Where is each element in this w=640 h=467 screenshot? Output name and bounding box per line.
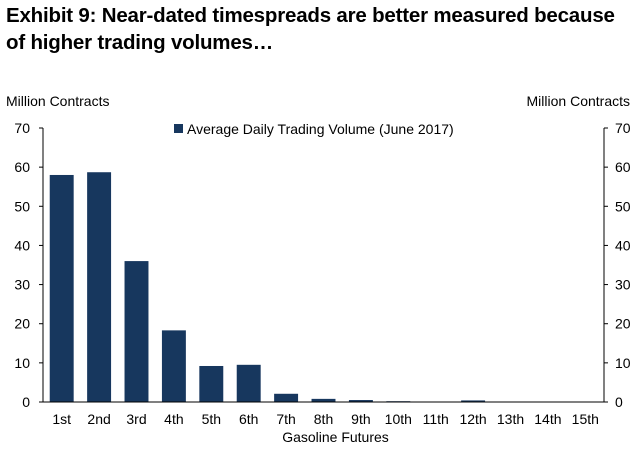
x-tick-label: 15th bbox=[572, 411, 599, 427]
bar bbox=[161, 330, 186, 402]
left-y-tick-label: 20 bbox=[14, 316, 30, 332]
left-y-tick-label: 10 bbox=[14, 355, 30, 371]
right-y-tick-label: 20 bbox=[615, 316, 631, 332]
left-y-tick-label: 40 bbox=[14, 237, 30, 253]
x-tick-label: 10th bbox=[385, 411, 412, 427]
bar bbox=[311, 398, 336, 402]
left-y-tick-label: 30 bbox=[14, 277, 30, 293]
x-tick-label: 6th bbox=[239, 411, 258, 427]
bar bbox=[236, 364, 261, 402]
x-axis: 1st 2nd 3rd 4th 5th 6th 7th 8th 9th 10th 11th 12th 1… bbox=[52, 411, 599, 427]
left-y-tick-label: 50 bbox=[14, 198, 30, 214]
legend-label: Average Daily Trading Volume (June 2017) bbox=[187, 121, 454, 137]
right-y-tick-label: 60 bbox=[615, 159, 631, 175]
x-axis-title: Gasoline Futures bbox=[282, 429, 389, 445]
x-tick-label: 11th bbox=[423, 411, 449, 427]
right-axis-unit-label: Million Contracts bbox=[526, 93, 630, 109]
x-tick-label: 1st bbox=[52, 411, 71, 427]
bar bbox=[87, 172, 112, 402]
x-tick-label: 9th bbox=[351, 411, 370, 427]
bar bbox=[124, 261, 149, 402]
left-y-tick-label: 0 bbox=[22, 394, 30, 410]
right-y-tick-label: 30 bbox=[615, 277, 631, 293]
x-tick-label: 8th bbox=[314, 411, 333, 427]
x-tick-label: 5th bbox=[202, 411, 221, 427]
right-y-tick-label: 40 bbox=[615, 237, 631, 253]
bar bbox=[274, 393, 299, 402]
x-tick-label: 12th bbox=[459, 411, 486, 427]
bar bbox=[461, 400, 486, 402]
bar bbox=[199, 365, 224, 402]
bar bbox=[348, 400, 373, 402]
left-axis-unit-label: Million Contracts bbox=[6, 93, 110, 109]
right-y-tick-label: 10 bbox=[615, 355, 631, 371]
x-tick-label: 7th bbox=[276, 411, 295, 427]
bar-series bbox=[49, 172, 598, 402]
chart-title: Exhibit 9: Near-dated timespreads are be… bbox=[6, 4, 615, 54]
right-y-tick-label: 0 bbox=[615, 394, 623, 410]
right-y-tick-label: 70 bbox=[615, 120, 631, 136]
left-y-axis: 0 10 20 30 40 50 60 70 bbox=[14, 120, 43, 410]
x-tick-label: 14th bbox=[534, 411, 561, 427]
bar bbox=[49, 174, 74, 402]
legend-swatch bbox=[174, 124, 183, 133]
x-tick-label: 2nd bbox=[87, 411, 110, 427]
x-tick-label: 13th bbox=[497, 411, 524, 427]
left-y-tick-label: 70 bbox=[14, 120, 30, 136]
left-y-tick-label: 60 bbox=[14, 159, 30, 175]
x-tick-label: 4th bbox=[164, 411, 183, 427]
x-tick-label: 3rd bbox=[126, 411, 146, 427]
right-y-axis: 0 10 20 30 40 50 60 70 bbox=[604, 120, 631, 410]
chart-legend: Average Daily Trading Volume (June 2017) bbox=[174, 121, 454, 137]
right-y-tick-label: 50 bbox=[615, 198, 631, 214]
